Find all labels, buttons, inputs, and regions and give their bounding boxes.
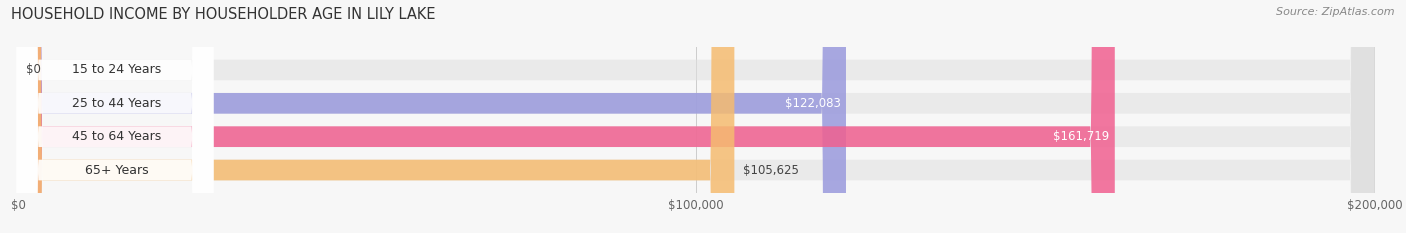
FancyBboxPatch shape [17, 0, 214, 233]
Text: Source: ZipAtlas.com: Source: ZipAtlas.com [1277, 7, 1395, 17]
FancyBboxPatch shape [18, 0, 734, 233]
Text: 25 to 44 Years: 25 to 44 Years [72, 97, 162, 110]
Text: $122,083: $122,083 [785, 97, 841, 110]
FancyBboxPatch shape [18, 0, 1375, 233]
Text: HOUSEHOLD INCOME BY HOUSEHOLDER AGE IN LILY LAKE: HOUSEHOLD INCOME BY HOUSEHOLDER AGE IN L… [11, 7, 436, 22]
FancyBboxPatch shape [18, 0, 1115, 233]
FancyBboxPatch shape [18, 0, 1375, 233]
FancyBboxPatch shape [18, 0, 846, 233]
FancyBboxPatch shape [17, 0, 214, 233]
Text: 15 to 24 Years: 15 to 24 Years [72, 63, 162, 76]
FancyBboxPatch shape [17, 0, 214, 233]
FancyBboxPatch shape [18, 0, 1375, 233]
Text: $105,625: $105,625 [742, 164, 799, 177]
FancyBboxPatch shape [18, 0, 1375, 233]
FancyBboxPatch shape [17, 0, 214, 233]
Text: $161,719: $161,719 [1053, 130, 1109, 143]
Text: 45 to 64 Years: 45 to 64 Years [72, 130, 162, 143]
Text: $0: $0 [27, 63, 41, 76]
Text: 65+ Years: 65+ Years [84, 164, 148, 177]
